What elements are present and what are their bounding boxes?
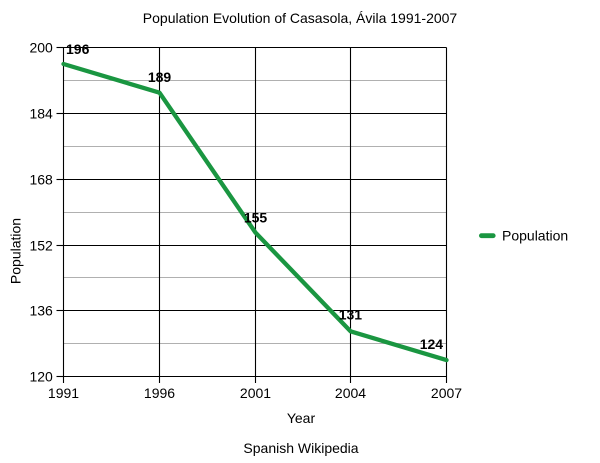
svg-text:200: 200 (29, 40, 53, 56)
svg-text:1991: 1991 (48, 385, 79, 401)
svg-text:152: 152 (29, 238, 53, 254)
svg-text:184: 184 (29, 106, 53, 122)
svg-text:2001: 2001 (240, 385, 271, 401)
svg-text:Population: Population (502, 228, 568, 244)
svg-text:Year: Year (287, 410, 316, 426)
svg-text:155: 155 (244, 210, 268, 226)
svg-text:Population: Population (7, 218, 23, 284)
svg-text:Spanish Wikipedia: Spanish Wikipedia (243, 440, 358, 456)
svg-text:2004: 2004 (335, 385, 366, 401)
svg-text:120: 120 (29, 369, 53, 385)
svg-text:2007: 2007 (431, 385, 462, 401)
svg-text:189: 189 (148, 69, 172, 85)
svg-text:168: 168 (29, 172, 53, 188)
svg-text:131: 131 (339, 307, 363, 323)
svg-text:124: 124 (420, 336, 444, 352)
svg-text:196: 196 (66, 41, 90, 57)
svg-text:1996: 1996 (144, 385, 175, 401)
svg-text:136: 136 (29, 303, 53, 319)
svg-text:Population Evolution of Casaso: Population Evolution of Casasola, Ávila … (143, 10, 458, 26)
